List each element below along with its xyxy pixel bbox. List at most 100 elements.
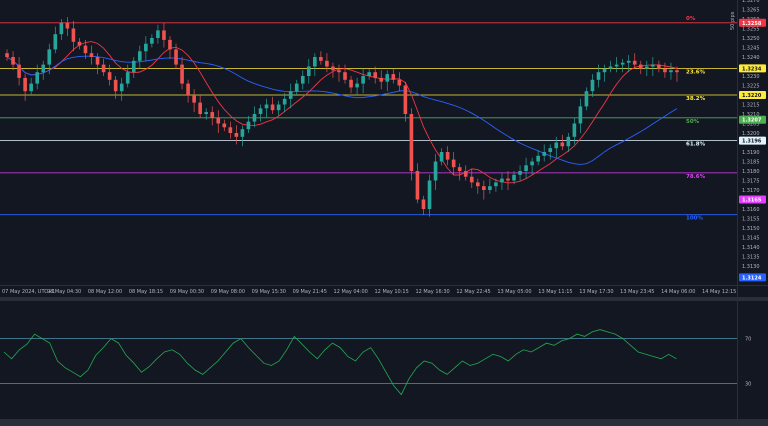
candle-body bbox=[446, 152, 450, 160]
candle-body bbox=[313, 57, 317, 67]
rsi-pane[interactable] bbox=[0, 301, 737, 419]
candle-body bbox=[452, 160, 456, 168]
candle-body bbox=[265, 105, 269, 109]
price-tick-label: 1.3245 bbox=[742, 46, 760, 52]
candle-body bbox=[222, 124, 226, 128]
candle-body bbox=[621, 63, 625, 65]
price-pane[interactable] bbox=[0, 0, 737, 285]
candle-body bbox=[494, 182, 498, 186]
fib-level-label: 0% bbox=[686, 16, 696, 22]
price-tick-label: 1.3215 bbox=[742, 103, 760, 109]
candle-body bbox=[235, 133, 239, 137]
candle-body bbox=[23, 78, 27, 91]
candle-body bbox=[84, 46, 88, 54]
candle-body bbox=[198, 103, 202, 114]
candle-body bbox=[168, 40, 172, 50]
candle-body bbox=[186, 84, 190, 95]
candle-body bbox=[331, 67, 335, 71]
candle-body bbox=[639, 65, 643, 69]
candle-body bbox=[355, 84, 359, 88]
candle-body bbox=[47, 49, 51, 64]
pane-separator[interactable] bbox=[0, 297, 768, 301]
price-tick-label: 1.3185 bbox=[742, 160, 760, 166]
price-tick-label: 1.3170 bbox=[742, 188, 760, 194]
candle-body bbox=[216, 118, 220, 124]
candle-body bbox=[210, 112, 214, 118]
candle-body bbox=[591, 80, 595, 91]
candle-body bbox=[283, 99, 287, 105]
candle-body bbox=[585, 91, 589, 106]
candle-body bbox=[102, 65, 106, 73]
price-tick-label: 1.3255 bbox=[742, 27, 760, 33]
candle-body bbox=[29, 84, 33, 92]
price-tag-label: 1.3258 bbox=[742, 21, 762, 27]
candle-body bbox=[53, 34, 57, 49]
candle-body bbox=[11, 57, 15, 65]
candle-body bbox=[470, 177, 474, 183]
candle-body bbox=[627, 61, 631, 63]
time-tick-label: 08 May 12:00 bbox=[88, 289, 122, 295]
candle-body bbox=[204, 112, 208, 114]
price-tag-label: 1.3207 bbox=[742, 118, 762, 124]
candle-body bbox=[174, 49, 178, 64]
candle-body bbox=[361, 76, 365, 84]
candle-body bbox=[120, 84, 124, 92]
candle-body bbox=[579, 106, 583, 123]
price-tag-label: 1.3220 bbox=[742, 93, 762, 99]
candle-body bbox=[476, 182, 480, 186]
candle-body bbox=[325, 61, 329, 67]
candle-body bbox=[96, 57, 100, 65]
candle-body bbox=[458, 167, 462, 171]
top-right-note: 50 pips bbox=[730, 11, 736, 30]
candle-body bbox=[289, 91, 293, 99]
candle-body bbox=[138, 51, 142, 61]
candle-body bbox=[373, 72, 377, 78]
time-tick-label: 12 May 04:00 bbox=[334, 289, 368, 295]
candle-body bbox=[663, 68, 667, 72]
time-axis[interactable]: 07 May 2024, UTC+108 May 04:30 08 May 12:… bbox=[2, 289, 736, 295]
candle-body bbox=[422, 200, 426, 210]
candle-body bbox=[41, 65, 45, 73]
price-tick-label: 1.3175 bbox=[742, 179, 760, 185]
candle-body bbox=[241, 129, 245, 137]
candle-body bbox=[192, 95, 196, 103]
fib-level-label: 100% bbox=[686, 216, 703, 222]
candle-body bbox=[524, 165, 528, 171]
fib-level-label: 23.6% bbox=[686, 69, 706, 75]
candle-body bbox=[180, 65, 184, 84]
price-tick-label: 1.3145 bbox=[742, 236, 760, 242]
candle-body bbox=[271, 105, 275, 111]
candle-body bbox=[132, 61, 136, 72]
price-tick-label: 1.3190 bbox=[742, 150, 760, 156]
price-tick-label: 1.3200 bbox=[742, 131, 760, 137]
price-tick-label: 1.3240 bbox=[742, 55, 760, 61]
price-tick-label: 1.3265 bbox=[742, 8, 760, 14]
price-tick-label: 1.3230 bbox=[742, 74, 760, 80]
candle-body bbox=[307, 67, 311, 77]
candle-body bbox=[500, 179, 504, 183]
time-tick-label: 09 May 21:45 bbox=[293, 289, 327, 295]
candle-body bbox=[229, 127, 233, 133]
candle-body bbox=[367, 72, 371, 76]
candle-body bbox=[144, 44, 148, 52]
candle-body bbox=[548, 148, 552, 152]
price-tick-label: 1.3160 bbox=[742, 207, 760, 213]
price-tag-label: 1.3234 bbox=[742, 66, 762, 72]
candle-body bbox=[597, 72, 601, 80]
candle-body bbox=[440, 152, 444, 162]
time-tick-label: 12 May 10:15 bbox=[375, 289, 409, 295]
candle-body bbox=[343, 72, 347, 80]
candle-body bbox=[156, 30, 160, 38]
candle-body bbox=[512, 175, 516, 181]
price-tick-label: 1.3225 bbox=[742, 84, 760, 90]
price-tick-label: 1.3135 bbox=[742, 255, 760, 261]
time-tick-label: 09 May 00:30 bbox=[170, 289, 204, 295]
fib-level-label: 38.2% bbox=[686, 96, 706, 102]
candle-body bbox=[651, 65, 655, 67]
candle-body bbox=[66, 23, 70, 29]
price-tick-label: 1.3140 bbox=[742, 245, 760, 251]
bottom-scrollbar[interactable] bbox=[0, 419, 768, 426]
candle-body bbox=[90, 53, 94, 57]
price-tick-label: 1.3155 bbox=[742, 217, 760, 223]
